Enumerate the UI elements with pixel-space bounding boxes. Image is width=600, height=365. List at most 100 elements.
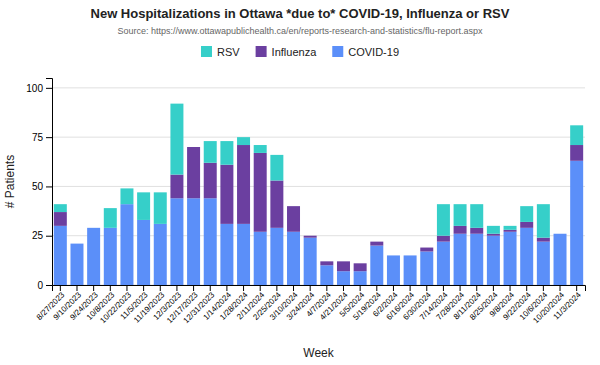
tick: 0 [37, 280, 52, 291]
legend-swatch [256, 46, 267, 57]
tick-mark [226, 285, 227, 291]
tick-mark [460, 285, 461, 291]
bar [254, 232, 267, 285]
bars [54, 104, 583, 285]
bar [404, 255, 417, 285]
tick-mark [176, 285, 177, 291]
legend-label: Influenza [272, 46, 318, 58]
bar [454, 234, 467, 285]
bar [270, 228, 283, 285]
legend-item: RSV [201, 46, 240, 58]
bar [270, 155, 283, 181]
bar [237, 224, 250, 285]
bar [320, 261, 333, 265]
tick-mark [46, 88, 52, 89]
tick-mark [443, 285, 444, 291]
tick: 75 [32, 132, 52, 143]
bar [570, 161, 583, 285]
bar [54, 212, 67, 226]
legend: RSVInfluenzaCOVID-19 [201, 46, 399, 58]
bar [87, 228, 100, 285]
bar [204, 141, 217, 163]
bar [454, 226, 467, 234]
bar [437, 204, 450, 236]
bar [220, 165, 233, 224]
bar [54, 204, 67, 212]
bar [337, 261, 350, 262]
axis-line [46, 79, 53, 286]
tick-mark [276, 285, 277, 291]
bar [387, 255, 400, 256]
bar [320, 265, 333, 285]
bar [70, 243, 83, 244]
bar [287, 206, 300, 232]
bar [154, 224, 167, 285]
tick-label: 100 [26, 83, 43, 94]
bar [287, 206, 300, 207]
bar [554, 233, 567, 234]
tick-mark [160, 285, 161, 291]
bar [120, 188, 133, 204]
bar [554, 233, 567, 234]
tick-mark [143, 285, 144, 291]
bar [420, 247, 433, 248]
bar [370, 242, 383, 246]
tick-mark [260, 285, 261, 291]
bar [470, 234, 483, 285]
bar [404, 255, 417, 256]
grid-line [52, 137, 585, 138]
bar [304, 236, 317, 238]
bar [354, 263, 367, 264]
tick-mark [410, 285, 411, 291]
bar [387, 255, 400, 256]
bar [304, 235, 317, 236]
tick: 50 [32, 181, 52, 192]
tick-mark [293, 285, 294, 291]
bar [520, 228, 533, 285]
bar [354, 263, 367, 271]
bar [87, 227, 100, 228]
bar [187, 147, 200, 198]
tick-mark [193, 285, 194, 291]
tick-mark [93, 285, 94, 291]
tick-mark [426, 285, 427, 291]
bar [287, 232, 300, 285]
bar [370, 246, 383, 285]
bar [320, 261, 333, 262]
bar [270, 181, 283, 228]
tick-label: 50 [32, 181, 44, 192]
bar [520, 206, 533, 222]
tick-label: 11/3/2024 [552, 290, 583, 321]
bar [454, 204, 467, 226]
tick-mark [326, 285, 327, 291]
bar [254, 145, 267, 153]
bar [554, 234, 567, 285]
tick-mark [46, 137, 52, 138]
bar [420, 251, 433, 285]
tick: 25 [32, 230, 52, 241]
tick-label: 0 [37, 280, 43, 291]
bar [170, 198, 183, 285]
tick: 100 [26, 83, 52, 94]
legend-item: Influenza [256, 46, 318, 58]
bar [204, 198, 217, 285]
bar [570, 145, 583, 161]
bar [170, 104, 183, 175]
tick-mark [576, 285, 577, 291]
bar [437, 242, 450, 285]
bar [387, 255, 400, 285]
bar [54, 226, 67, 285]
tick: 11/3/2024 [552, 285, 583, 321]
tick-mark [76, 285, 77, 291]
tick-mark [493, 285, 494, 291]
x-axis: 8/27/20239/10/20239/24/202310/8/202310/2… [35, 285, 586, 325]
axis-line [53, 286, 586, 292]
y-axis: 0 25 50 75 100 [26, 79, 52, 291]
bar [487, 236, 500, 285]
series [54, 104, 583, 238]
bar [420, 248, 433, 252]
bar [220, 141, 233, 165]
legend-swatch [201, 46, 212, 57]
tick-label: 25 [32, 230, 44, 241]
bar [370, 241, 383, 242]
